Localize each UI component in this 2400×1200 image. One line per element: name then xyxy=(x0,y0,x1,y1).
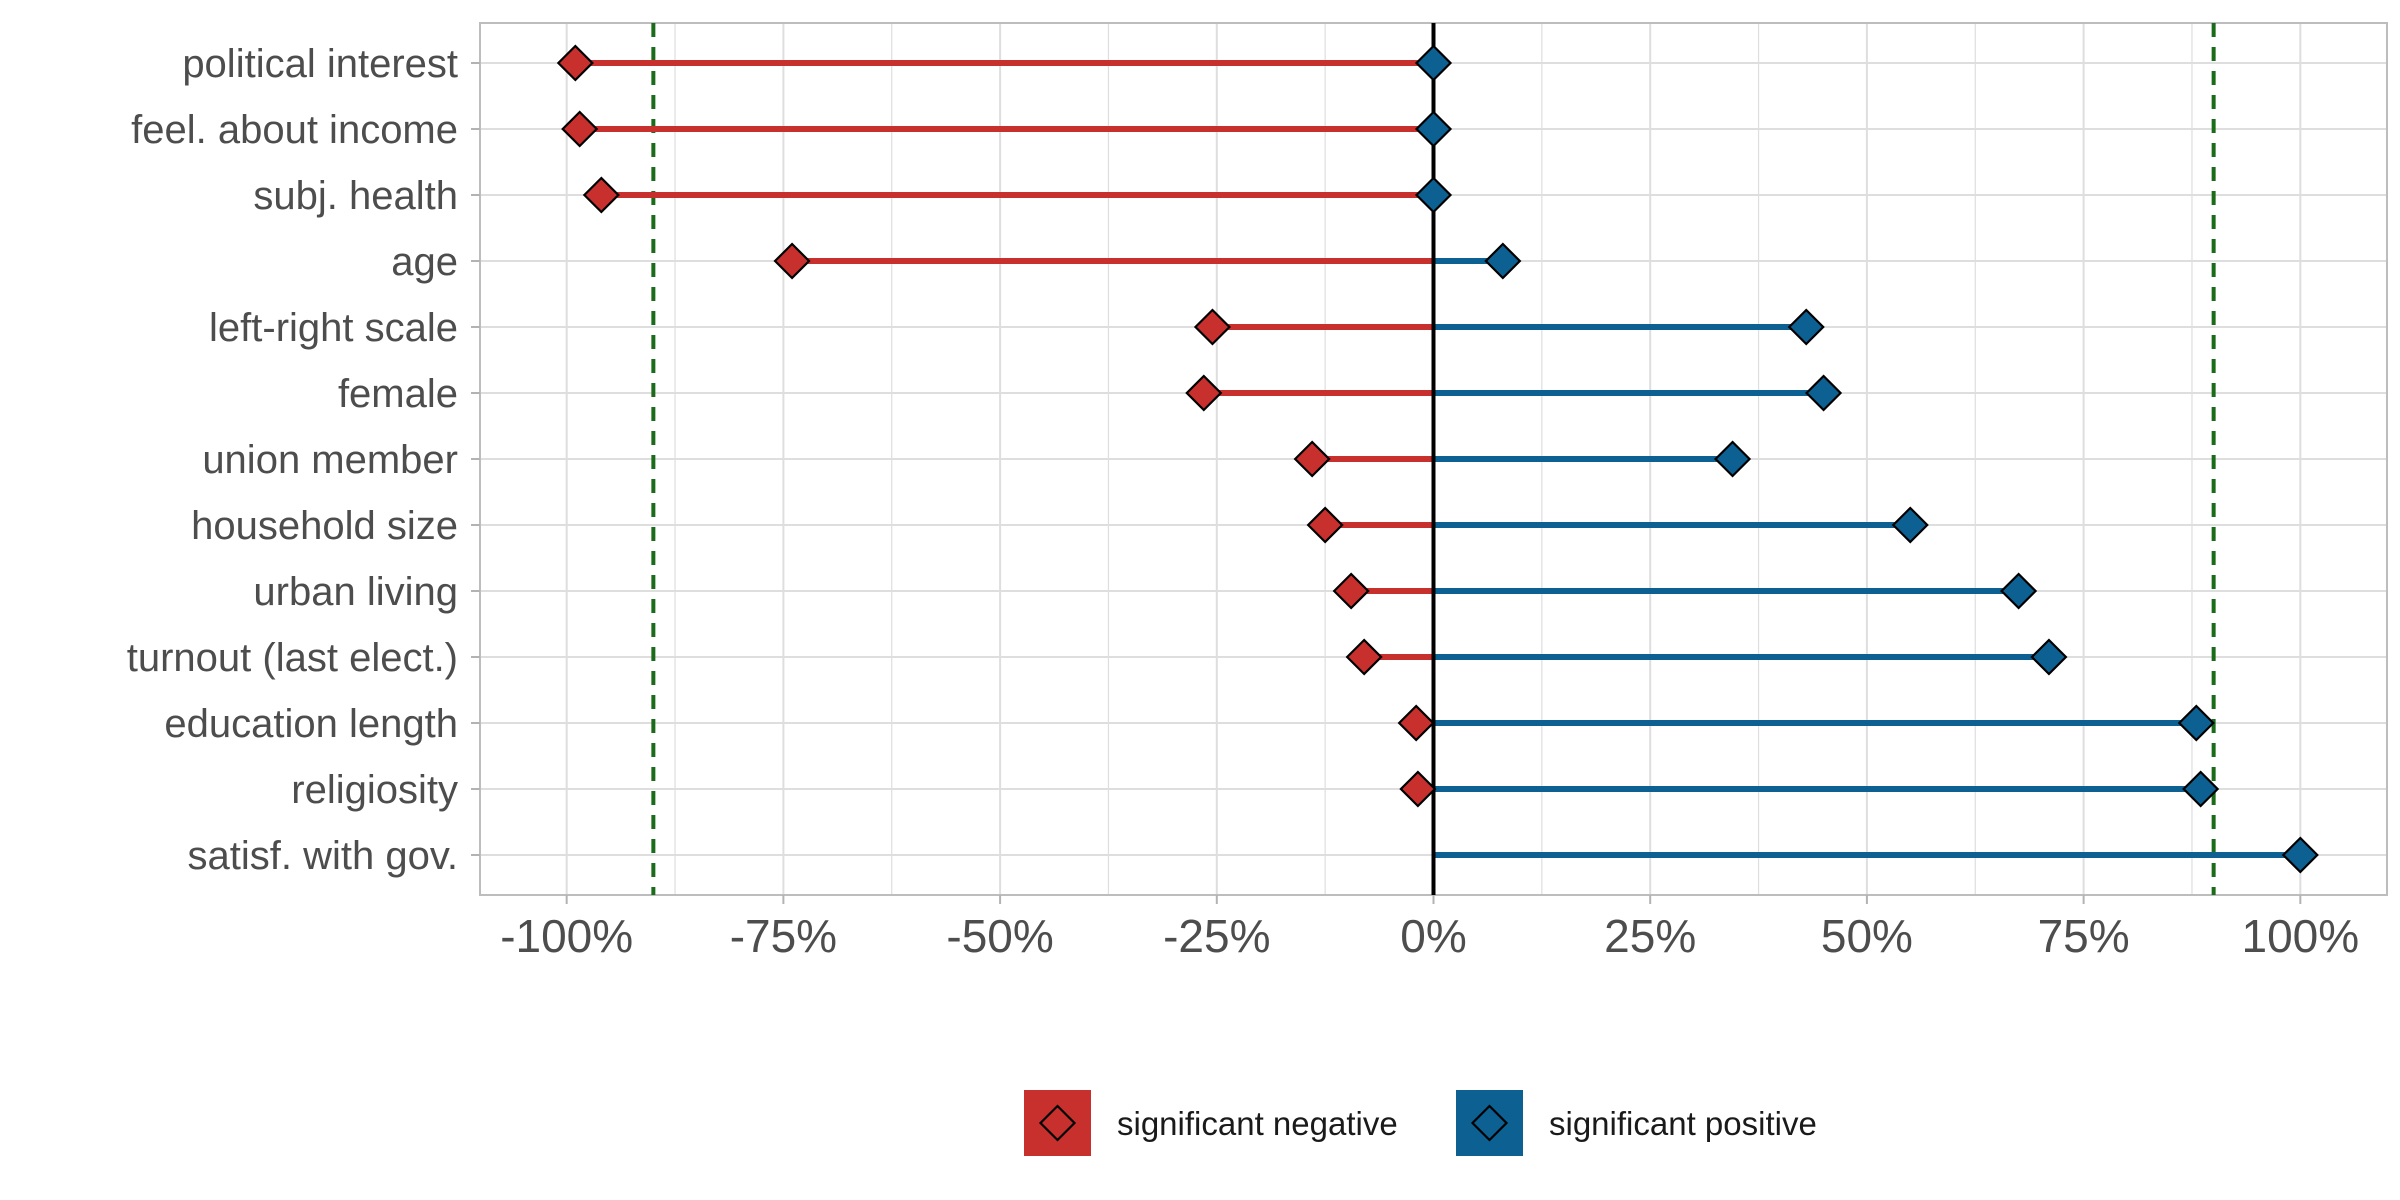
y-tick-label: left-right scale xyxy=(209,306,458,350)
legend-diamond-icon xyxy=(1470,1104,1509,1142)
y-tick-label: age xyxy=(391,240,458,284)
point-positive xyxy=(2182,770,2220,808)
plot-panel: political interest feel. about income subj… xyxy=(127,22,2388,962)
legend: significant negative significant positive xyxy=(1024,1090,1817,1156)
point-negative xyxy=(582,176,620,214)
legend-diamond-icon xyxy=(1038,1104,1077,1142)
point-positive xyxy=(1414,110,1453,148)
y-tick-label: religiosity xyxy=(291,768,458,812)
point-positive xyxy=(2000,572,2038,610)
x-tick-label: 75% xyxy=(2038,910,2130,962)
point-negative xyxy=(556,44,594,82)
point-positive xyxy=(1484,242,1522,280)
point-positive xyxy=(2281,836,2319,874)
x-tick-label: 100% xyxy=(2241,910,2359,962)
x-tick-label: 0% xyxy=(1400,910,1466,962)
point-negative xyxy=(1193,308,1232,346)
point-negative xyxy=(773,242,811,280)
point-negative xyxy=(561,110,599,148)
y-tick-label: education length xyxy=(164,702,458,746)
point-positive xyxy=(1805,374,1843,412)
point-negative xyxy=(1345,638,1383,676)
y-tick-label: union member xyxy=(202,438,458,482)
point-positive xyxy=(2030,638,2068,676)
y-tick-label: turnout (last elect.) xyxy=(127,636,458,680)
x-tick-label: -75% xyxy=(730,910,837,962)
point-positive xyxy=(1891,506,1929,544)
x-tick-label: 50% xyxy=(1821,910,1913,962)
point-positive xyxy=(2177,704,2215,742)
legend-item: significant negative xyxy=(1024,1090,1398,1156)
point-positive xyxy=(1787,308,1825,346)
point-negative xyxy=(1306,506,1344,544)
y-tick-label: household size xyxy=(191,504,458,548)
y-tick-label: subj. health xyxy=(253,174,458,218)
point-positive xyxy=(1414,44,1453,82)
y-tick-label: feel. about income xyxy=(131,108,458,152)
y-tick-label: satisf. with gov. xyxy=(188,834,458,878)
x-tick-label: -100% xyxy=(500,910,633,962)
point-positive xyxy=(1713,440,1752,478)
x-tick-label: -50% xyxy=(946,910,1053,962)
legend-label: significant positive xyxy=(1549,1105,1817,1142)
point-negative xyxy=(1185,374,1223,412)
x-tick-label: -25% xyxy=(1163,910,1270,962)
point-negative xyxy=(1332,572,1370,610)
legend-label: significant negative xyxy=(1117,1105,1398,1142)
point-negative xyxy=(1397,704,1435,742)
y-tick-label: urban living xyxy=(253,570,458,614)
legend-item: significant positive xyxy=(1456,1090,1817,1156)
point-negative xyxy=(1399,770,1437,808)
y-tick-label: political interest xyxy=(182,42,458,86)
point-negative xyxy=(1293,440,1331,478)
x-tick-label: 25% xyxy=(1604,910,1696,962)
y-tick-label: female xyxy=(338,372,458,416)
point-positive xyxy=(1414,176,1453,214)
